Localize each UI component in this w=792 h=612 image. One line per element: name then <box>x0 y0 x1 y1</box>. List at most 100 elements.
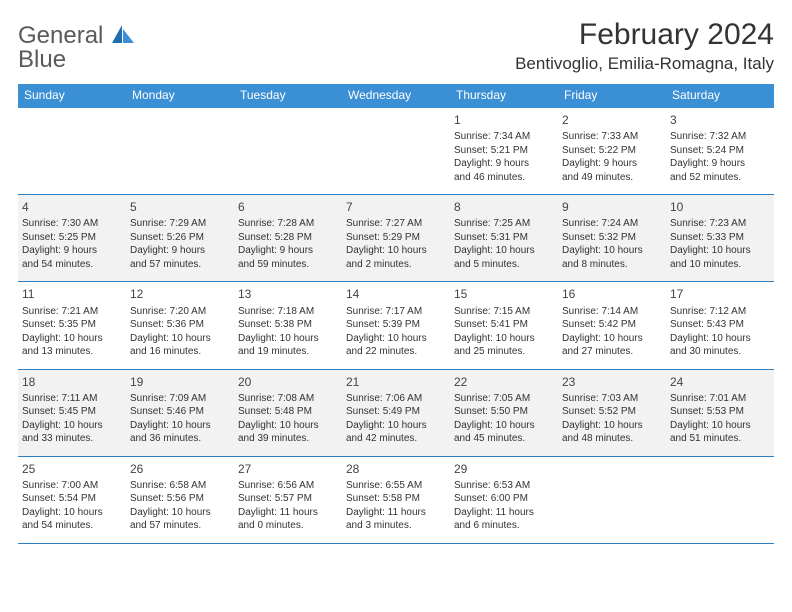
day-cell: 24 Sunrise: 7:01 AMSunset: 5:53 PMDayligh… <box>666 370 774 456</box>
day-daylight2: and 6 minutes. <box>454 519 554 533</box>
day-daylight2: and 3 minutes. <box>346 519 446 533</box>
day-sunrise: Sunrise: 7:21 AM <box>22 305 122 319</box>
day-cell-empty <box>666 457 774 543</box>
day-number: 6 <box>238 199 338 215</box>
day-daylight1: Daylight: 10 hours <box>670 244 770 258</box>
day-header-row: SundayMondayTuesdayWednesdayThursdayFrid… <box>18 84 774 108</box>
day-number: 27 <box>238 461 338 477</box>
day-sunset: Sunset: 5:54 PM <box>22 492 122 506</box>
day-number: 25 <box>22 461 122 477</box>
week-row: 11Sunrise: 7:21 AMSunset: 5:35 PMDayligh… <box>18 282 774 369</box>
day-daylight2: and 39 minutes. <box>238 432 338 446</box>
day-daylight2: and 8 minutes. <box>562 258 662 272</box>
day-header: Sunday <box>18 84 126 108</box>
day-sunset: Sunset: 5:32 PM <box>562 231 662 245</box>
day-daylight2: and 25 minutes. <box>454 345 554 359</box>
day-cell: 23Sunrise: 7:03 AMSunset: 5:52 PMDayligh… <box>558 370 666 456</box>
day-daylight1: Daylight: 10 hours <box>346 419 446 433</box>
day-cell: 14Sunrise: 7:17 AMSunset: 5:39 PMDayligh… <box>342 282 450 368</box>
day-sunrise: Sunrise: 7:34 AM <box>454 130 554 144</box>
day-cell: 10Sunrise: 7:23 AMSunset: 5:33 PMDayligh… <box>666 195 774 281</box>
week-row: 1Sunrise: 7:34 AMSunset: 5:21 PMDaylight… <box>18 108 774 195</box>
day-cell: 13Sunrise: 7:18 AMSunset: 5:38 PMDayligh… <box>234 282 342 368</box>
day-daylight1: Daylight: 10 hours <box>454 419 554 433</box>
day-daylight1: Daylight: 10 hours <box>130 506 230 520</box>
week-row: 25Sunrise: 7:00 AMSunset: 5:54 PMDayligh… <box>18 457 774 544</box>
day-number: 8 <box>454 199 554 215</box>
day-sunset: Sunset: 5:42 PM <box>562 318 662 332</box>
day-cell-empty <box>18 108 126 194</box>
day-daylight1: Daylight: 9 hours <box>562 157 662 171</box>
day-daylight2: and 54 minutes. <box>22 519 122 533</box>
day-sunrise: Sunrise: 7:01 AM <box>670 392 770 406</box>
day-sunset: Sunset: 5:53 PM <box>670 405 770 419</box>
day-cell-empty <box>558 457 666 543</box>
day-daylight2: and 45 minutes. <box>454 432 554 446</box>
day-sunrise: Sunrise: 7:29 AM <box>130 217 230 231</box>
day-daylight2: and 22 minutes. <box>346 345 446 359</box>
day-header: Monday <box>126 84 234 108</box>
day-sunrise: Sunrise: 6:55 AM <box>346 479 446 493</box>
day-cell: 6Sunrise: 7:28 AMSunset: 5:28 PMDaylight… <box>234 195 342 281</box>
day-sunset: Sunset: 5:50 PM <box>454 405 554 419</box>
day-sunset: Sunset: 5:48 PM <box>238 405 338 419</box>
day-daylight1: Daylight: 10 hours <box>670 419 770 433</box>
day-daylight2: and 30 minutes. <box>670 345 770 359</box>
day-sunrise: Sunrise: 6:58 AM <box>130 479 230 493</box>
day-daylight2: and 36 minutes. <box>130 432 230 446</box>
week-row: 18Sunrise: 7:11 AMSunset: 5:45 PMDayligh… <box>18 370 774 457</box>
day-daylight1: Daylight: 10 hours <box>346 244 446 258</box>
day-daylight1: Daylight: 10 hours <box>22 506 122 520</box>
day-daylight1: Daylight: 10 hours <box>670 332 770 346</box>
day-header: Saturday <box>666 84 774 108</box>
logo-sail-icon <box>112 25 134 43</box>
day-daylight2: and 42 minutes. <box>346 432 446 446</box>
day-sunrise: Sunrise: 7:32 AM <box>670 130 770 144</box>
day-sunrise: Sunrise: 6:56 AM <box>238 479 338 493</box>
day-daylight1: Daylight: 10 hours <box>562 244 662 258</box>
day-cell: 22Sunrise: 7:05 AMSunset: 5:50 PMDayligh… <box>450 370 558 456</box>
day-daylight1: Daylight: 9 hours <box>670 157 770 171</box>
day-number: 29 <box>454 461 554 477</box>
day-daylight1: Daylight: 11 hours <box>454 506 554 520</box>
day-number: 24 <box>670 374 770 390</box>
day-number: 16 <box>562 286 662 302</box>
logo-text: General Blue <box>18 24 134 72</box>
day-cell: 8Sunrise: 7:25 AMSunset: 5:31 PMDaylight… <box>450 195 558 281</box>
day-daylight1: Daylight: 10 hours <box>22 332 122 346</box>
day-cell: 4Sunrise: 7:30 AMSunset: 5:25 PMDaylight… <box>18 195 126 281</box>
day-daylight2: and 16 minutes. <box>130 345 230 359</box>
day-cell: 12Sunrise: 7:20 AMSunset: 5:36 PMDayligh… <box>126 282 234 368</box>
day-cell: 7Sunrise: 7:27 AMSunset: 5:29 PMDaylight… <box>342 195 450 281</box>
day-daylight2: and 0 minutes. <box>238 519 338 533</box>
month-title: February 2024 <box>515 18 774 52</box>
day-daylight2: and 33 minutes. <box>22 432 122 446</box>
day-cell: 25Sunrise: 7:00 AMSunset: 5:54 PMDayligh… <box>18 457 126 543</box>
day-daylight1: Daylight: 10 hours <box>454 244 554 258</box>
day-number: 12 <box>130 286 230 302</box>
day-cell: 28Sunrise: 6:55 AMSunset: 5:58 PMDayligh… <box>342 457 450 543</box>
day-header: Friday <box>558 84 666 108</box>
day-sunrise: Sunrise: 7:14 AM <box>562 305 662 319</box>
day-sunrise: Sunrise: 7:27 AM <box>346 217 446 231</box>
day-number: 15 <box>454 286 554 302</box>
day-cell-empty <box>342 108 450 194</box>
logo-text-gray: General <box>18 22 103 49</box>
day-daylight1: Daylight: 10 hours <box>130 419 230 433</box>
day-sunrise: Sunrise: 7:18 AM <box>238 305 338 319</box>
day-daylight1: Daylight: 11 hours <box>346 506 446 520</box>
day-daylight1: Daylight: 10 hours <box>562 419 662 433</box>
day-number: 4 <box>22 199 122 215</box>
day-daylight1: Daylight: 10 hours <box>454 332 554 346</box>
day-number: 22 <box>454 374 554 390</box>
day-number: 9 <box>562 199 662 215</box>
day-daylight1: Daylight: 9 hours <box>22 244 122 258</box>
day-number: 3 <box>670 112 770 128</box>
day-number: 20 <box>238 374 338 390</box>
day-sunrise: Sunrise: 6:53 AM <box>454 479 554 493</box>
day-daylight2: and 49 minutes. <box>562 171 662 185</box>
day-sunset: Sunset: 5:57 PM <box>238 492 338 506</box>
day-cell: 17Sunrise: 7:12 AMSunset: 5:43 PMDayligh… <box>666 282 774 368</box>
day-daylight2: and 2 minutes. <box>346 258 446 272</box>
day-cell: 16Sunrise: 7:14 AMSunset: 5:42 PMDayligh… <box>558 282 666 368</box>
